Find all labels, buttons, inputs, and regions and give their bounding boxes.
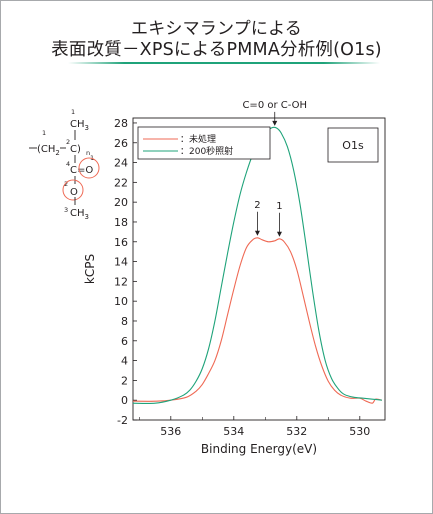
mol-ch3-bottom: CH3 — [70, 208, 89, 221]
y-tick-label: 4 — [121, 355, 128, 368]
series-lines — [132, 126, 383, 404]
x-tick-label: 536 — [160, 425, 181, 438]
mol-chain: (CH2 — [37, 144, 60, 157]
mol-c2-sup: 2 — [66, 138, 70, 146]
mol-ch3-top: CH3 — [70, 119, 89, 132]
y-tick-label: 26 — [114, 137, 128, 150]
y-tick-label: -2 — [117, 414, 128, 427]
y-tick-label: 6 — [121, 335, 128, 348]
legend-label-untreated: ：未処理 — [180, 133, 216, 145]
y-axis-label: kCPS — [83, 254, 97, 284]
annotation-c-o-label: C=0 or C-OH — [242, 100, 307, 111]
mol-o2-highlight — [62, 179, 84, 201]
o1s-badge-label: O1s — [342, 139, 364, 152]
y-tick-label: 12 — [114, 275, 128, 288]
y-tick-label: 24 — [114, 157, 128, 170]
mol-carbonyl: C=O — [70, 165, 93, 176]
legend-label-irradiated: ：200秒照射 — [180, 145, 233, 157]
y-tick-label: 8 — [121, 315, 128, 328]
title-line-1: エキシマランプによる — [131, 19, 302, 39]
y-tick-label: 20 — [114, 196, 128, 209]
annotation-arrow-head — [272, 120, 278, 126]
y-tick-label: 18 — [114, 216, 128, 229]
mol-o1-highlight — [78, 157, 100, 179]
x-tick-label: 532 — [286, 425, 307, 438]
mol-c3-sup: 3 — [64, 206, 68, 214]
x-ticks: 536 534 532 530 — [139, 416, 370, 438]
mol-o2: O — [70, 187, 78, 198]
annotation-peak-2-label: 2 — [254, 200, 260, 211]
mol-c2: C) — [70, 144, 81, 155]
series-irradiated-line — [132, 126, 382, 404]
annotation-peak-1-label: 1 — [276, 201, 282, 212]
title-line-2: 表面改質－XPSによるPMMA分析例(O1s) — [51, 40, 382, 60]
x-tick-label: 530 — [349, 425, 370, 438]
series-untreated-line — [132, 237, 383, 404]
y-tick-label: 16 — [114, 236, 128, 249]
legend: ：未処理 ：200秒照射 — [137, 126, 271, 160]
legend-box — [137, 126, 271, 160]
x-axis-label: Binding Energy(eV) — [201, 442, 317, 456]
mol-c4-sup: 4 — [66, 160, 70, 168]
peak-annotations: C=0 or C-OH 2 1 — [242, 100, 307, 237]
annotation-arrow-head — [276, 231, 282, 237]
y-tick-label: 10 — [114, 295, 128, 308]
o1s-badge-box — [327, 127, 379, 163]
title-underline — [68, 62, 380, 64]
mol-c1-label-2: 1 — [42, 129, 46, 137]
mol-n: n — [86, 149, 90, 157]
x-tick-label: 534 — [223, 425, 244, 438]
y-tick-label: 2 — [121, 374, 128, 387]
plot-frame — [132, 117, 386, 421]
mol-o2-sup: 2 — [64, 180, 68, 188]
y-tick-label: 22 — [114, 176, 128, 189]
y-tick-label: 28 — [114, 117, 128, 130]
o1s-badge: O1s — [327, 127, 379, 163]
y-tick-label: 0 — [121, 394, 128, 407]
annotation-arrow-head — [254, 230, 260, 236]
y-tick-label: 14 — [114, 256, 128, 269]
mol-c1-label: 1 — [71, 108, 75, 116]
pmma-structure: 1 CH3 1 (CH2 2 C) n 4 C=O 1 2 O 3 CH3 — [29, 108, 100, 221]
